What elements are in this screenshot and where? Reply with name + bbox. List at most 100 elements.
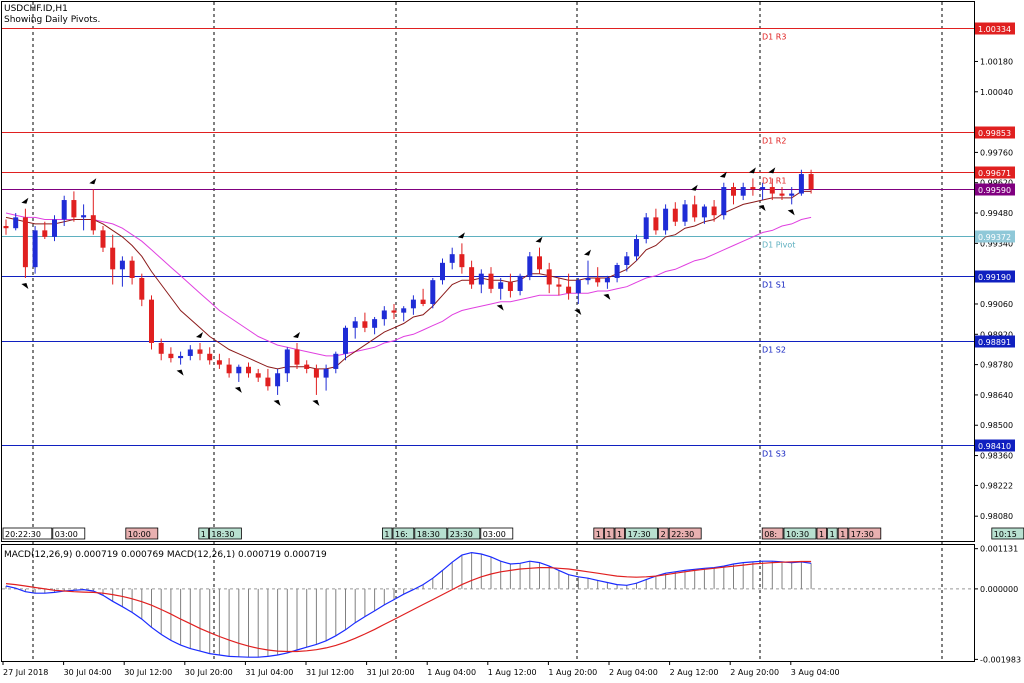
candle-body-67 <box>653 217 659 231</box>
candle-body-36 <box>352 321 358 328</box>
time-axis: 27 Jul 2018 30 Jul 04:00 30 Jul 12:00 30 Ju… <box>2 661 840 677</box>
time-tick-label-4: 31 Jul 04:00 <box>245 668 293 677</box>
event-tag-bg-6 <box>392 527 415 540</box>
candle-body-55 <box>537 256 542 270</box>
time-tick-label-8: 1 Aug 12:00 <box>488 668 537 677</box>
candle-body-32 <box>313 368 319 378</box>
time-tick-label-5: 31 Jul 12:00 <box>306 668 354 677</box>
event-tag-bg-20 <box>837 527 849 540</box>
pivot-tag-text-0: 1.00334 <box>978 25 1011 34</box>
candle-body-28 <box>275 373 281 387</box>
event-tag-text-2: 10:00 <box>128 530 151 539</box>
macd-panel <box>2 551 974 658</box>
price-tick-label-5: 0.99340 <box>980 239 1013 248</box>
candle-body-5 <box>52 219 57 237</box>
pivot-name-3: D1 Pivot <box>762 241 795 250</box>
ma-fast-line <box>5 190 812 370</box>
event-tag-text-0: 20:22:30 <box>5 530 41 539</box>
candle-body-27 <box>265 377 271 387</box>
signal-line <box>5 560 812 653</box>
macd-axis: 0.001131 0.000000 -0.001983 <box>974 545 1021 664</box>
fractal-up-2 <box>21 197 29 204</box>
event-tag-bg-0 <box>2 527 53 540</box>
fractal-down-78 <box>758 205 766 212</box>
price-tick-label-2: 0.99760 <box>980 148 1013 157</box>
candle-body-7 <box>71 200 77 218</box>
event-tag-bg-14 <box>658 527 669 540</box>
candle-body-56 <box>546 269 552 285</box>
price-tick-label-0: 1.00180 <box>980 57 1013 66</box>
candle-body-59 <box>575 280 581 294</box>
pivot-lines: D1 R3 D1 R2 D1 R1 D1 Pivot D1 S1 D1 S2 D1 S3 <box>2 28 974 459</box>
candle-body-51 <box>498 282 504 289</box>
main-chart-frame <box>1 1 975 542</box>
candle-body-20 <box>197 349 203 354</box>
candle-body-81 <box>789 193 795 196</box>
candle-body-63 <box>614 265 620 278</box>
candle-body-12 <box>119 260 125 270</box>
fractal-down-28 <box>273 399 281 406</box>
candle-body-17 <box>168 353 174 359</box>
fractal-down-2 <box>21 282 29 289</box>
symbol-title: USDCHF.ID,H1 <box>4 4 68 14</box>
price-tick-label-13: 0.98080 <box>980 512 1013 521</box>
candle-body-15 <box>149 299 154 343</box>
fractal-down-59 <box>574 308 582 315</box>
macd-frame <box>1 544 975 662</box>
event-tag-text-12: 1 <box>617 530 622 539</box>
event-tag-text-9: 03:00 <box>483 530 506 539</box>
candle-body-24 <box>236 366 242 374</box>
macd-label: MACD(12,26,9) 0.000719 0.000769 MACD(12,… <box>4 550 327 560</box>
fractal-up-79 <box>768 167 776 174</box>
event-tag-bg-7 <box>414 527 448 540</box>
event-tag-text-4: 18:30 <box>211 530 234 539</box>
fractal-down-32 <box>312 399 320 406</box>
candle-body-48 <box>469 267 475 285</box>
candle-body-65 <box>634 239 639 257</box>
pivot-name-6: D1 S3 <box>762 450 786 459</box>
pivot-name-5: D1 S2 <box>762 346 786 355</box>
macd-line <box>5 551 812 658</box>
event-tag-text-8: 23:30 <box>450 530 473 539</box>
candle-body-8 <box>81 215 87 218</box>
fractal-up-20 <box>196 331 203 338</box>
ma-slow-line <box>5 212 812 357</box>
event-tag-bg-15 <box>668 527 702 540</box>
candle-body-37 <box>362 321 368 328</box>
fractal-down-18 <box>176 369 184 376</box>
fractal-up-77 <box>748 167 756 174</box>
event-tag-text-11: 1 <box>606 530 611 539</box>
candle-body-77 <box>750 187 756 190</box>
candle-body-0 <box>3 226 9 229</box>
candle-body-68 <box>663 208 669 231</box>
candle-body-47 <box>459 254 465 268</box>
time-tick-label-13: 3 Aug 04:00 <box>791 668 840 677</box>
event-tag-text-15: 22:30 <box>671 530 694 539</box>
candle-body-82 <box>798 174 804 194</box>
fractal-down-24 <box>234 386 242 393</box>
time-tick-label-3: 30 Jul 20:00 <box>185 668 233 677</box>
candle-body-69 <box>672 208 678 222</box>
time-tick-label-1: 30 Jul 04:00 <box>64 668 112 677</box>
candle-body-34 <box>333 353 339 369</box>
candle-body-75 <box>731 187 736 196</box>
candle-body-25 <box>246 366 251 374</box>
candle-body-61 <box>595 277 601 283</box>
candle-body-14 <box>139 277 145 300</box>
macd-tick-label-1: 0.000000 <box>980 585 1018 594</box>
candle-body-74 <box>721 187 727 216</box>
candle-body-40 <box>391 310 397 313</box>
candle-body-21 <box>207 353 213 361</box>
event-tag-text-1: 03:00 <box>55 530 78 539</box>
event-tag-text-5: 1 <box>384 530 389 539</box>
pivot-price-tags: 1.00334 0.99853 0.99671 0.99372 0.99190 0.988… <box>975 22 1015 452</box>
candle-body-3 <box>32 230 38 268</box>
fractal-up-71 <box>690 184 698 191</box>
current-price-tag-bg <box>975 183 1015 196</box>
candle-body-31 <box>304 364 310 369</box>
event-tag-bg-5 <box>381 527 393 540</box>
candle-body-35 <box>343 327 348 354</box>
price-tick-label-9: 0.98640 <box>980 391 1013 400</box>
candle-body-50 <box>488 273 494 289</box>
